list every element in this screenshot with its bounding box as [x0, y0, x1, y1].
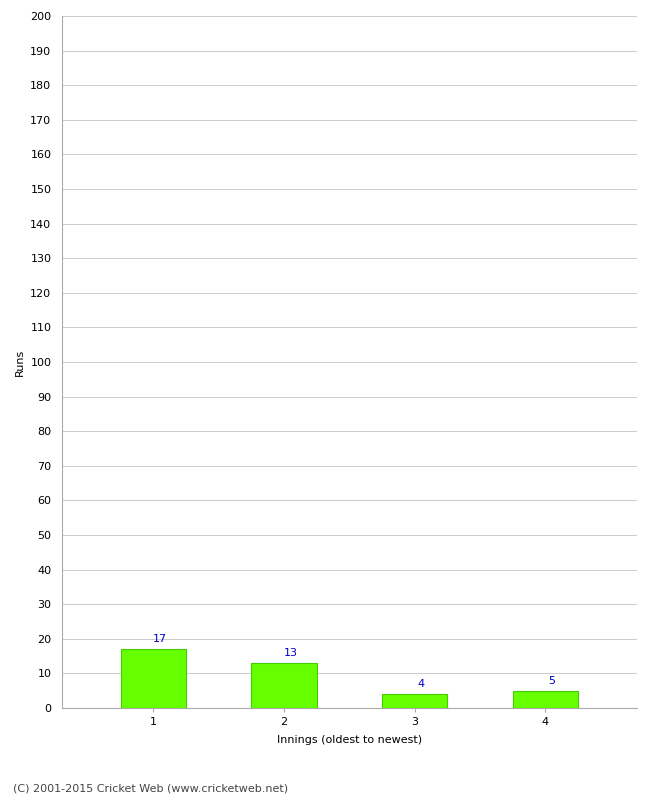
Bar — [121, 649, 186, 708]
Text: 13: 13 — [283, 648, 298, 658]
Bar — [382, 694, 447, 708]
X-axis label: Innings (oldest to newest): Innings (oldest to newest) — [277, 735, 422, 746]
Bar — [513, 690, 578, 708]
Text: (C) 2001-2015 Cricket Web (www.cricketweb.net): (C) 2001-2015 Cricket Web (www.cricketwe… — [13, 784, 288, 794]
Text: 5: 5 — [549, 675, 556, 686]
Text: 17: 17 — [153, 634, 167, 644]
Text: 4: 4 — [418, 679, 425, 689]
Y-axis label: Runs: Runs — [15, 348, 25, 376]
Bar — [252, 663, 317, 708]
